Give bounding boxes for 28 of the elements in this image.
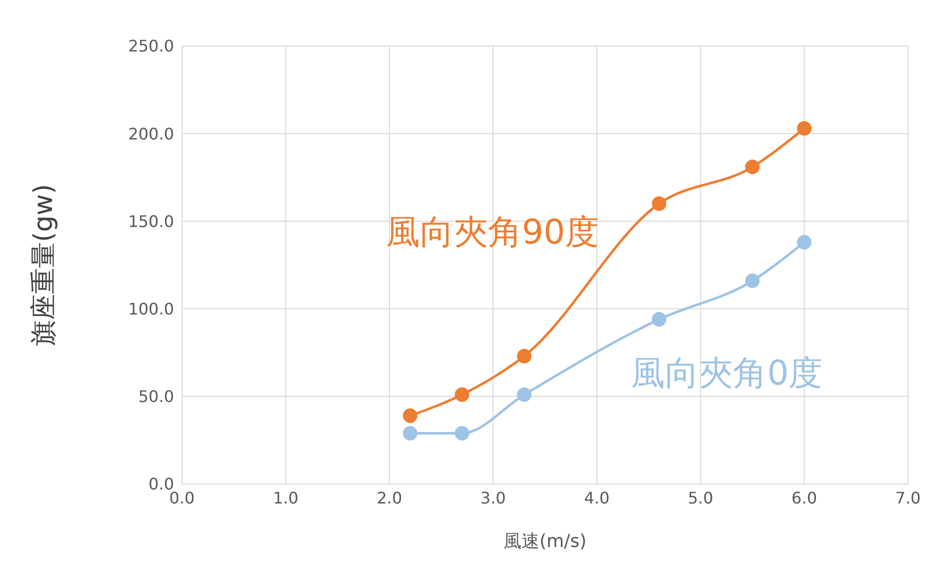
x-tick-label: 6.0 — [792, 488, 818, 508]
x-tick-label: 2.0 — [376, 488, 402, 508]
x-tick-label: 3.0 — [480, 488, 506, 508]
point — [745, 274, 760, 288]
series-label: 風向夾角90度 — [386, 212, 600, 253]
point — [652, 312, 666, 327]
y-tick-label: 150.0 — [128, 212, 174, 231]
point — [517, 387, 532, 402]
x-tick-label: 4.0 — [584, 488, 610, 508]
y-tick-label: 100.0 — [128, 299, 174, 318]
point — [402, 408, 418, 423]
point — [454, 387, 470, 402]
y-tick-label: 250.0 — [128, 36, 174, 56]
point — [517, 348, 532, 364]
point — [745, 160, 760, 174]
y-axis-title: 旗座重量(gw) — [29, 184, 60, 346]
x-tick-label: 5.0 — [688, 488, 714, 508]
y-tick-label: 200.0 — [128, 124, 174, 144]
x-tick-label: 1.0 — [272, 488, 298, 508]
y-tick-label: 50.0 — [138, 387, 174, 406]
point — [402, 426, 418, 440]
x-tick-label: 7.0 — [895, 488, 921, 508]
point — [652, 196, 666, 211]
point — [797, 234, 812, 250]
point — [454, 426, 470, 440]
point — [797, 121, 812, 136]
x-axis-title: 風速(m/s) — [503, 531, 587, 552]
series-label: 風向夾角0度 — [631, 353, 823, 394]
